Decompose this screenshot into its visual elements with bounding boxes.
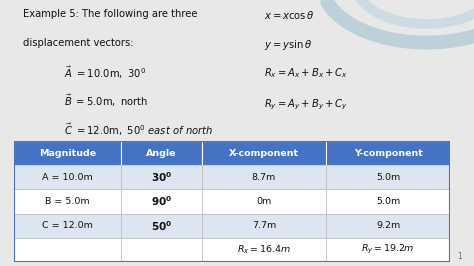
FancyBboxPatch shape (121, 189, 202, 214)
Text: $\mathbf{30^0}$: $\mathbf{30^0}$ (151, 171, 172, 184)
FancyBboxPatch shape (14, 165, 121, 189)
Text: Y-component: Y-component (354, 149, 423, 157)
Text: Example 5: The following are three: Example 5: The following are three (23, 9, 198, 19)
FancyBboxPatch shape (14, 238, 121, 262)
Text: $y = y\sin\theta$: $y = y\sin\theta$ (264, 38, 313, 52)
Text: X-component: X-component (229, 149, 299, 157)
Text: Magnitude: Magnitude (39, 149, 96, 157)
Text: $x = x\cos\theta$: $x = x\cos\theta$ (264, 9, 315, 21)
Text: 9.2m: 9.2m (376, 221, 400, 230)
FancyBboxPatch shape (326, 165, 450, 189)
Text: A = 10.0m: A = 10.0m (42, 173, 93, 182)
Text: 7.7m: 7.7m (252, 221, 276, 230)
FancyBboxPatch shape (202, 189, 326, 214)
Text: 1: 1 (457, 252, 462, 261)
FancyBboxPatch shape (14, 214, 121, 238)
Text: displacement vectors:: displacement vectors: (23, 38, 134, 48)
Text: $\vec{A}$ $= 10.0\mathrm{m},\ 30^0$: $\vec{A}$ $= 10.0\mathrm{m},\ 30^0$ (64, 65, 146, 81)
FancyBboxPatch shape (202, 214, 326, 238)
FancyBboxPatch shape (202, 165, 326, 189)
FancyBboxPatch shape (14, 141, 121, 165)
FancyBboxPatch shape (121, 141, 202, 165)
FancyBboxPatch shape (14, 189, 121, 214)
Text: $R_y = A_y + B_y + C_y$: $R_y = A_y + B_y + C_y$ (264, 98, 348, 112)
FancyBboxPatch shape (202, 238, 326, 262)
Text: $\vec{B}$ $= 5.0\mathrm{m},\ \mathrm{north}$: $\vec{B}$ $= 5.0\mathrm{m},\ \mathrm{nor… (64, 92, 148, 109)
Text: $\mathbf{90^0}$: $\mathbf{90^0}$ (151, 195, 172, 208)
Text: Angle: Angle (146, 149, 177, 157)
Text: $\mathbf{50^0}$: $\mathbf{50^0}$ (151, 219, 172, 232)
Text: $R_y = 19.2m$: $R_y = 19.2m$ (361, 243, 415, 256)
FancyBboxPatch shape (121, 214, 202, 238)
Text: $R_x = A_x + B_x + C_x$: $R_x = A_x + B_x + C_x$ (264, 66, 348, 80)
Text: 0m: 0m (256, 197, 272, 206)
Text: 8.7m: 8.7m (252, 173, 276, 182)
FancyBboxPatch shape (326, 141, 450, 165)
Text: B = 5.0m: B = 5.0m (46, 197, 90, 206)
Text: $R_x = 16.4m$: $R_x = 16.4m$ (237, 244, 291, 256)
Text: C = 12.0m: C = 12.0m (42, 221, 93, 230)
FancyBboxPatch shape (202, 141, 326, 165)
FancyBboxPatch shape (121, 165, 202, 189)
FancyBboxPatch shape (326, 189, 450, 214)
Text: 5.0m: 5.0m (376, 173, 400, 182)
Text: 5.0m: 5.0m (376, 197, 400, 206)
FancyBboxPatch shape (326, 238, 450, 262)
FancyBboxPatch shape (121, 238, 202, 262)
Text: $\vec{C}$ $= 12.0\mathrm{m},\ 50^0$ $\mathit{east\ of\ north}$: $\vec{C}$ $= 12.0\mathrm{m},\ 50^0$ $\ma… (64, 122, 214, 138)
FancyBboxPatch shape (326, 214, 450, 238)
